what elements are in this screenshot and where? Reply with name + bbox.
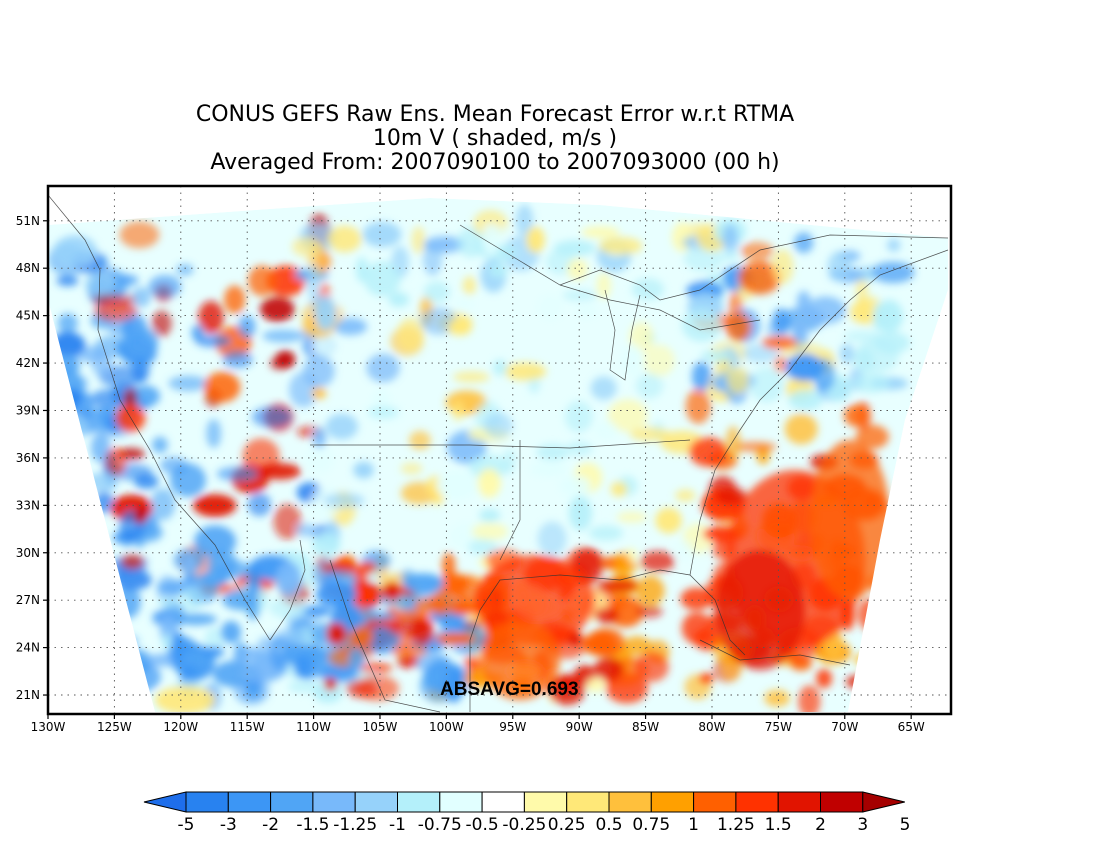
colorbar-swatch [693,791,737,813]
lat-tick-label: 39N [16,403,40,417]
colorbar-label: -0.5 [466,815,499,835]
colorbar-label: 1 [688,815,699,835]
map-frame [46,184,953,716]
colorbar-label: 5 [900,815,911,835]
lon-tick-label: 125W [97,720,132,734]
colorbar-swatch [227,791,272,813]
colorbar-swatch [608,791,652,813]
colorbar-label: -3 [220,815,237,835]
colorbar-label: 1.25 [717,815,755,835]
latitude-tick-labels: 21N 24N 27N 30N 33N 36N 39N 42N 45N 48N 51N [16,214,48,702]
lon-tick-label: 65W [898,720,925,734]
lat-tick-label: 42N [16,356,40,370]
lon-tick-label: 90W [566,720,593,734]
longitude-tick-labels: 130W 125W 120W 115W 110W 105W 100W 95W 90W 85W 80W… [31,714,925,734]
lat-tick-label: 33N [16,498,40,512]
lat-tick-label: 36N [16,451,40,465]
lat-tick-label: 30N [16,546,40,560]
lon-tick-label: 80W [698,720,725,734]
colorbar-extend-high [862,791,905,813]
colorbar-swatch [439,791,483,813]
colorbar-label: 2 [815,815,826,835]
lon-tick-label: 120W [163,720,198,734]
colorbar-label: -0.75 [418,815,462,835]
colorbar-label: -1 [389,815,406,835]
colorbar-label: -1.25 [333,815,377,835]
colorbar-label: 0.5 [595,815,622,835]
colorbar: -5 -3 -2 -1.5 -1.25 -1 -0.75 -0.5 -0.25 0.25 0.5 0.… [143,791,911,835]
colorbar-swatch [185,791,229,813]
colorbar-swatch [566,791,610,813]
colorbar-swatch [397,791,441,813]
colorbar-extend-low [143,791,187,813]
colorbar-label: -2 [262,815,279,835]
colorbar-swatch [735,791,779,813]
coastlines [48,194,949,713]
colorbar-label: 0.75 [632,815,670,835]
colorbar-swatch [312,791,356,813]
lon-tick-label: 100W [429,720,464,734]
lat-tick-label: 27N [16,593,40,607]
lat-tick-label: 21N [16,688,40,702]
plot-subtitle-variable: 10m V ( shaded, m/s ) [372,126,618,151]
absavg-label: ABSAVG=0.693 [440,679,579,700]
lon-tick-label: 110W [296,720,331,734]
lon-tick-label: 70W [831,720,858,734]
lat-tick-label: 51N [16,214,40,228]
lat-tick-label: 24N [16,641,40,655]
colorbar-swatch [354,791,399,813]
colorbar-swatch [481,791,525,813]
colorbar-label: -0.25 [502,815,546,835]
colorbar-swatch [650,791,695,813]
lon-tick-label: 130W [31,720,66,734]
lat-tick-label: 45N [16,309,40,323]
colorbar-label: -1.5 [296,815,329,835]
lon-tick-label: 115W [230,720,265,734]
lat-tick-label: 48N [16,261,40,275]
colorbar-swatch [820,791,864,813]
lon-tick-label: 95W [499,720,526,734]
lon-tick-label: 105W [363,720,398,734]
colorbar-swatch [777,791,822,813]
plot-title: CONUS GEFS Raw Ens. Mean Forecast Error … [195,102,795,127]
lat-lon-gridlines [48,186,951,714]
plot-subtitle-period: Averaged From: 2007090100 to 2007093000 … [210,150,780,175]
colorbar-label: 0.25 [548,815,586,835]
colorbar-swatch [270,791,314,813]
colorbar-label: 1.5 [765,815,792,835]
lon-tick-label: 85W [632,720,659,734]
colorbar-label: -5 [178,815,195,835]
colorbar-label: 3 [857,815,868,835]
lon-tick-label: 75W [765,720,792,734]
colorbar-swatch [523,791,568,813]
